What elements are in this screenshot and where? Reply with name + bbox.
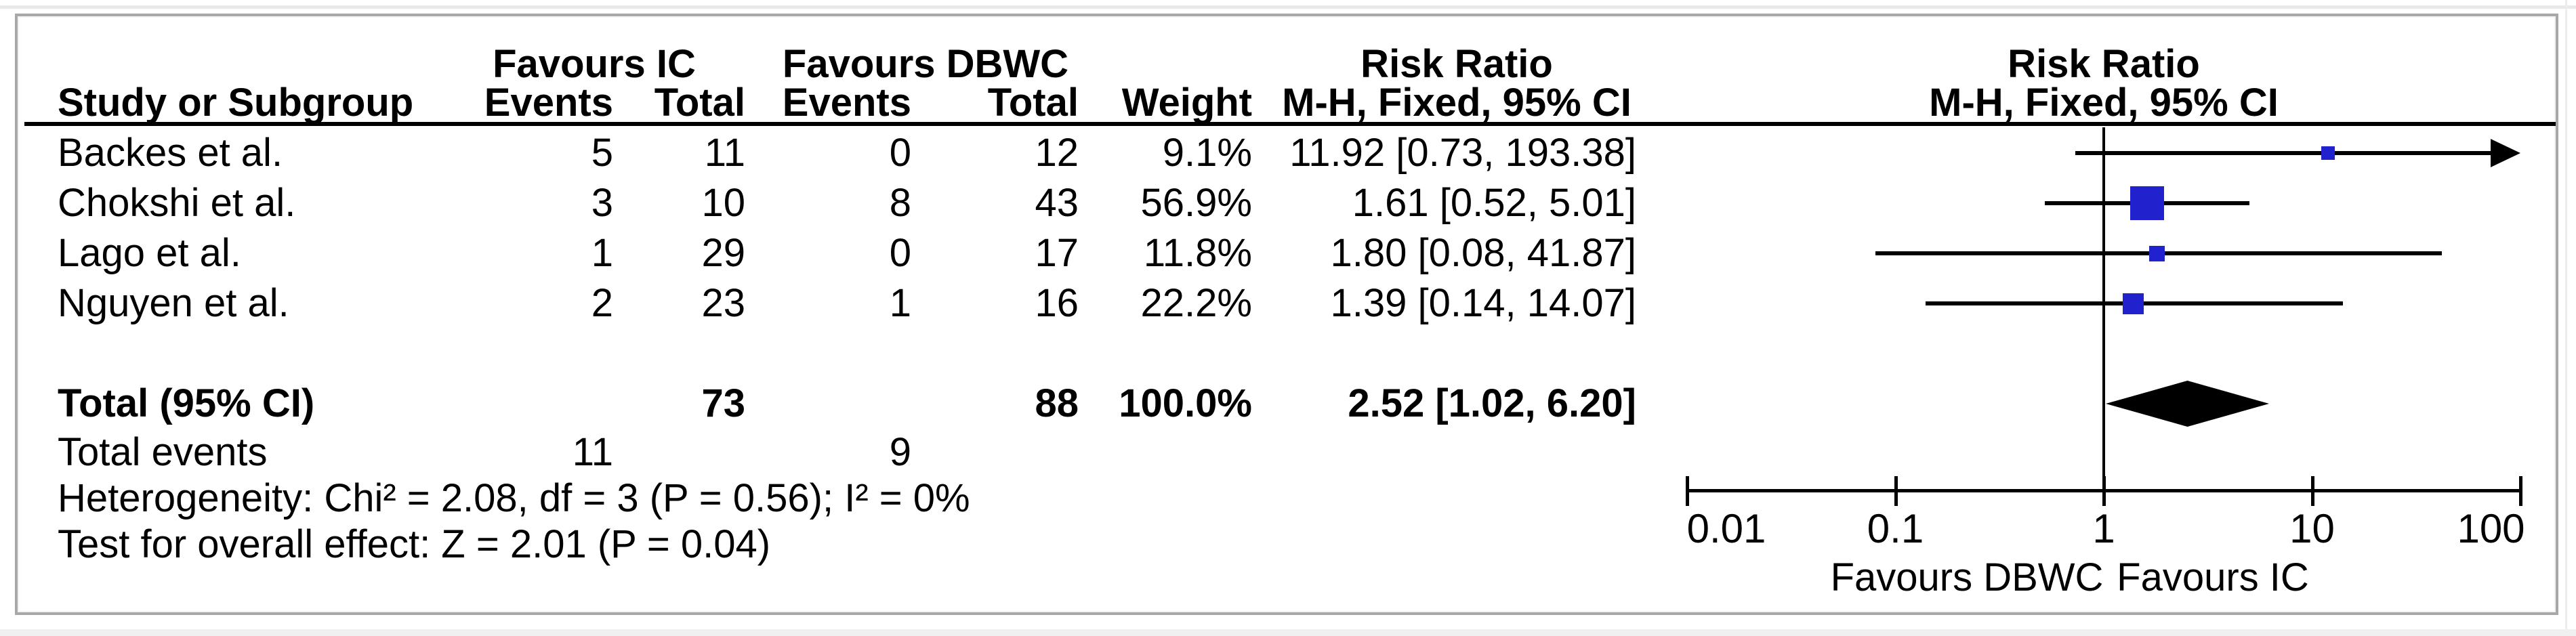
axis-tick bbox=[2519, 476, 2522, 506]
overall-effect-text: Test for overall effect: Z = 2.01 (P = 0… bbox=[58, 522, 771, 566]
axis-tick bbox=[1686, 476, 1689, 506]
study-name: Backes et al. bbox=[58, 131, 283, 175]
plot-column-title: Risk Ratio bbox=[2008, 42, 2200, 86]
dbwc-total-column-header: Total bbox=[987, 81, 1079, 125]
ic-total-column-header: Total bbox=[654, 81, 745, 125]
ci-line bbox=[2075, 151, 2492, 155]
ic-events-value: 5 bbox=[591, 131, 613, 175]
dbwc-events-value: 8 bbox=[889, 181, 911, 225]
rr-ci-text: 1.80 [0.08, 41.87] bbox=[1330, 231, 1636, 275]
total-events-label: Total events bbox=[58, 430, 268, 474]
weight-column-header: Weight bbox=[1121, 81, 1252, 125]
weight-value: 11.8% bbox=[1143, 231, 1252, 275]
ic-total-value: 10 bbox=[701, 181, 745, 225]
study-name: Lago et al. bbox=[58, 231, 241, 275]
axis-tick-label: 1 bbox=[2092, 506, 2115, 551]
total-events-ic-value: 11 bbox=[572, 430, 613, 474]
dbwc-events-value: 1 bbox=[889, 281, 911, 325]
dbwc-events-value: 0 bbox=[889, 231, 911, 275]
window-right-edge bbox=[2565, 0, 2567, 636]
ic-events-value: 1 bbox=[591, 231, 613, 275]
axis-tick bbox=[2311, 476, 2314, 506]
ic-events-column-header: Events bbox=[484, 81, 613, 125]
total-ic-total-value: 73 bbox=[701, 381, 745, 425]
study-column-header: Study or Subgroup bbox=[58, 81, 414, 125]
axis-tick bbox=[1894, 476, 1898, 506]
plot-column-subtitle: M-H, Fixed, 95% CI bbox=[1929, 81, 2279, 125]
group-header-favours-ic: Favours IC bbox=[493, 42, 696, 86]
group-header-favours-dbwc: Favours DBWC bbox=[782, 42, 1069, 86]
axis-tick-label: 0.1 bbox=[1867, 506, 1924, 551]
ic-events-value: 3 bbox=[591, 181, 613, 225]
total-weight-value: 100.0% bbox=[1119, 381, 1252, 425]
total-events-dbwc-value: 9 bbox=[889, 430, 911, 474]
ic-total-value: 23 bbox=[701, 281, 745, 325]
weight-value: 56.9% bbox=[1140, 181, 1252, 225]
ic-total-value: 29 bbox=[701, 231, 745, 275]
axis-tick-label: 100 bbox=[2457, 506, 2525, 551]
total-row-label: Total (95% CI) bbox=[58, 381, 315, 425]
rr-ci-text: 11.92 [0.73, 193.38] bbox=[1289, 131, 1636, 175]
study-name: Chokshi et al. bbox=[58, 181, 296, 225]
dbwc-events-column-header: Events bbox=[782, 81, 911, 125]
favours-right-label: Favours IC bbox=[2117, 555, 2309, 599]
ci-overflow-arrow-icon bbox=[2491, 139, 2520, 167]
axis-tick-label: 0.01 bbox=[1686, 506, 1766, 551]
ic-events-value: 2 bbox=[591, 281, 613, 325]
dbwc-total-value: 17 bbox=[1035, 231, 1079, 275]
window-top-edge bbox=[0, 5, 2576, 9]
effect-square bbox=[2149, 246, 2165, 261]
summary-diamond bbox=[2106, 381, 2269, 427]
rr-ci-text: 1.39 [0.14, 14.07] bbox=[1330, 281, 1636, 325]
stat-column-subtitle: M-H, Fixed, 95% CI bbox=[1282, 81, 1632, 125]
ic-total-value: 11 bbox=[704, 131, 745, 175]
rr-unity-line bbox=[2102, 127, 2105, 491]
effect-square bbox=[2123, 293, 2144, 314]
dbwc-total-value: 43 bbox=[1035, 181, 1079, 225]
forest-plot-panel bbox=[15, 14, 2558, 615]
effect-square bbox=[2130, 186, 2164, 220]
total-rr-ci-text: 2.52 [1.02, 6.20] bbox=[1348, 381, 1636, 425]
heterogeneity-text: Heterogeneity: Chi² = 2.08, df = 3 (P = … bbox=[58, 476, 970, 520]
weight-value: 9.1% bbox=[1162, 131, 1252, 175]
dbwc-total-value: 16 bbox=[1035, 281, 1079, 325]
total-dbwc-total-value: 88 bbox=[1035, 381, 1079, 425]
window-bottom-edge bbox=[0, 629, 2576, 636]
weight-value: 22.2% bbox=[1140, 281, 1252, 325]
dbwc-total-value: 12 bbox=[1035, 131, 1079, 175]
dbwc-events-value: 0 bbox=[889, 131, 911, 175]
stat-column-title: Risk Ratio bbox=[1360, 42, 1553, 86]
favours-left-label: Favours DBWC bbox=[1830, 555, 2104, 599]
axis-tick bbox=[2102, 476, 2106, 506]
rr-ci-text: 1.61 [0.52, 5.01] bbox=[1352, 181, 1636, 225]
header-rule bbox=[24, 122, 2556, 126]
axis-tick-label: 10 bbox=[2289, 506, 2335, 551]
effect-square bbox=[2321, 146, 2335, 160]
study-name: Nguyen et al. bbox=[58, 281, 289, 325]
